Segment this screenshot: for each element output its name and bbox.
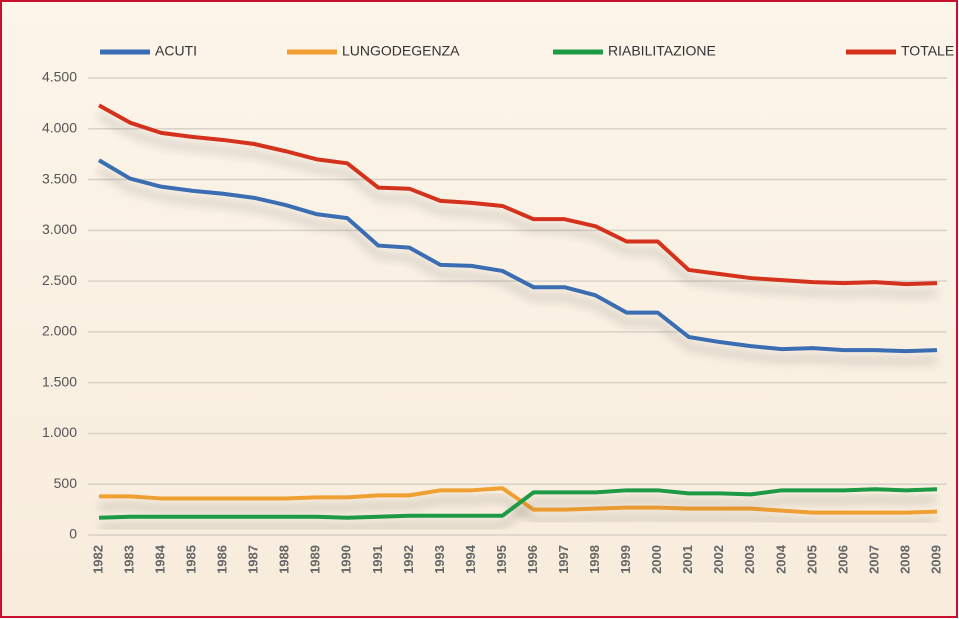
x-tick-label: 2008 — [897, 545, 912, 574]
x-tick-label: 1993 — [432, 545, 447, 574]
x-tick-label: 2000 — [649, 545, 664, 574]
y-tick-label: 1.500 — [42, 373, 77, 389]
x-tick-label: 2009 — [928, 545, 943, 574]
legend-label: TOTALE — [901, 43, 954, 59]
legend-label: LUNGODEGENZA — [342, 43, 460, 59]
series-line — [99, 486, 938, 515]
y-tick-label: 0 — [69, 526, 77, 542]
x-tick-label: 1997 — [556, 545, 571, 574]
x-tick-label: 2002 — [711, 545, 726, 574]
y-tick-label: 2.000 — [42, 323, 77, 339]
x-tick-label: 1994 — [463, 544, 478, 574]
x-tick-label: 2004 — [773, 544, 788, 574]
x-tick-label: 1996 — [525, 545, 540, 574]
x-tick-label: 1999 — [618, 545, 633, 574]
x-tick-label: 1986 — [215, 545, 230, 574]
series-line — [98, 103, 938, 287]
x-tick-label: 1983 — [121, 545, 136, 574]
y-tick-label: 3.500 — [42, 170, 77, 186]
x-tick-label: 1995 — [494, 545, 509, 574]
series-line — [97, 158, 938, 354]
x-tick-label: 1985 — [184, 545, 199, 574]
legend-label: RIABILITAZIONE — [608, 43, 716, 59]
x-tick-label: 1989 — [308, 545, 323, 574]
x-tick-label: 2006 — [835, 545, 850, 574]
x-tick-label: 2007 — [866, 545, 881, 574]
legend-label: ACUTI — [155, 43, 197, 59]
x-tick-label: 1984 — [153, 544, 168, 574]
x-tick-label: 1988 — [277, 545, 292, 574]
x-tick-label: 2005 — [804, 545, 819, 574]
series-line — [98, 487, 938, 520]
x-tick-label: 1987 — [246, 545, 261, 574]
y-tick-label: 3.000 — [42, 221, 77, 237]
y-tick-label: 500 — [54, 475, 78, 491]
y-tick-label: 4.000 — [42, 119, 77, 135]
x-tick-label: 2003 — [742, 545, 757, 574]
x-tick-label: 1992 — [401, 545, 416, 574]
y-tick-label: 2.500 — [42, 272, 77, 288]
x-tick-label: 1998 — [587, 545, 602, 574]
x-tick-label: 1982 — [90, 545, 105, 574]
y-tick-label: 4.500 — [42, 69, 77, 85]
x-tick-label: 1991 — [370, 545, 385, 574]
y-tick-label: 1.000 — [42, 424, 77, 440]
x-tick-label: 2001 — [680, 545, 695, 574]
x-tick-label: 1990 — [339, 545, 354, 574]
